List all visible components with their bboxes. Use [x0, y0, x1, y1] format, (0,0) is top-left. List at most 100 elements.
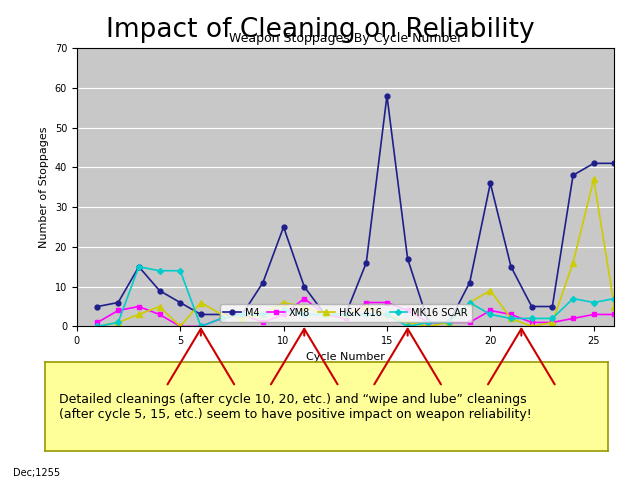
- MK16 SCAR: [321, 312, 329, 317]
- XM8: [548, 320, 556, 325]
- MK16 SCAR: [548, 315, 556, 321]
- MK16 SCAR: [197, 324, 205, 329]
- X-axis label: Cycle Number: Cycle Number: [306, 352, 385, 361]
- H&K 416: [177, 324, 184, 329]
- M4: [342, 312, 349, 317]
- H&K 416: [528, 324, 536, 329]
- M4: [321, 312, 329, 317]
- H&K 416: [590, 176, 598, 182]
- MK16 SCAR: [342, 312, 349, 317]
- M4: [383, 93, 391, 98]
- H&K 416: [238, 315, 246, 321]
- Line: MK16 SCAR: MK16 SCAR: [95, 264, 616, 328]
- M4: [280, 224, 287, 230]
- Text: Dec;1255: Dec;1255: [13, 468, 60, 478]
- M4: [177, 300, 184, 305]
- M4: [528, 304, 536, 310]
- H&K 416: [135, 312, 143, 317]
- Line: H&K 416: H&K 416: [95, 177, 617, 329]
- M4: [569, 172, 577, 178]
- MK16 SCAR: [569, 296, 577, 301]
- Text: Impact of Cleaning on Reliability: Impact of Cleaning on Reliability: [106, 17, 534, 43]
- Text: Detailed cleanings (after cycle 10, 20, etc.) and “wipe and lube” cleanings
(aft: Detailed cleanings (after cycle 10, 20, …: [59, 393, 532, 421]
- M4: [300, 284, 308, 289]
- M4: [548, 304, 556, 310]
- M4: [238, 312, 246, 317]
- H&K 416: [93, 324, 101, 329]
- MK16 SCAR: [93, 324, 101, 329]
- M4: [590, 160, 598, 166]
- M4: [466, 280, 474, 286]
- M4: [259, 280, 267, 286]
- H&K 416: [424, 324, 432, 329]
- Y-axis label: Number of Stoppages: Number of Stoppages: [39, 126, 49, 248]
- H&K 416: [300, 304, 308, 310]
- XM8: [528, 320, 536, 325]
- H&K 416: [548, 320, 556, 325]
- H&K 416: [404, 320, 412, 325]
- H&K 416: [466, 300, 474, 305]
- M4: [156, 288, 163, 293]
- MK16 SCAR: [507, 315, 515, 321]
- XM8: [507, 312, 515, 317]
- XM8: [93, 320, 101, 325]
- XM8: [383, 300, 391, 305]
- XM8: [590, 312, 598, 317]
- XM8: [611, 312, 618, 317]
- XM8: [177, 324, 184, 329]
- XM8: [218, 315, 225, 321]
- MK16 SCAR: [135, 264, 143, 270]
- XM8: [362, 300, 370, 305]
- XM8: [115, 308, 122, 313]
- XM8: [445, 320, 453, 325]
- XM8: [486, 308, 494, 313]
- H&K 416: [342, 312, 349, 317]
- M4: [135, 264, 143, 270]
- XM8: [424, 320, 432, 325]
- MK16 SCAR: [466, 300, 474, 305]
- MK16 SCAR: [280, 308, 287, 313]
- MK16 SCAR: [424, 320, 432, 325]
- H&K 416: [218, 312, 225, 317]
- XM8: [197, 324, 205, 329]
- M4: [115, 300, 122, 305]
- MK16 SCAR: [218, 315, 225, 321]
- XM8: [135, 304, 143, 310]
- M4: [404, 256, 412, 262]
- MK16 SCAR: [156, 268, 163, 274]
- MK16 SCAR: [590, 300, 598, 305]
- XM8: [259, 320, 267, 325]
- M4: [362, 260, 370, 265]
- XM8: [342, 315, 349, 321]
- H&K 416: [383, 312, 391, 317]
- XM8: [569, 315, 577, 321]
- XM8: [156, 312, 163, 317]
- M4: [611, 160, 618, 166]
- H&K 416: [445, 320, 453, 325]
- M4: [445, 320, 453, 325]
- H&K 416: [156, 304, 163, 310]
- MK16 SCAR: [528, 315, 536, 321]
- XM8: [321, 312, 329, 317]
- H&K 416: [115, 320, 122, 325]
- M4: [424, 320, 432, 325]
- XM8: [238, 312, 246, 317]
- M4: [507, 264, 515, 270]
- M4: [218, 312, 225, 317]
- H&K 416: [486, 288, 494, 293]
- XM8: [466, 320, 474, 325]
- MK16 SCAR: [486, 312, 494, 317]
- MK16 SCAR: [445, 320, 453, 325]
- H&K 416: [569, 260, 577, 265]
- XM8: [300, 296, 308, 301]
- MK16 SCAR: [362, 312, 370, 317]
- H&K 416: [507, 315, 515, 321]
- MK16 SCAR: [238, 312, 246, 317]
- MK16 SCAR: [404, 324, 412, 329]
- H&K 416: [611, 304, 618, 310]
- MK16 SCAR: [611, 296, 618, 301]
- H&K 416: [197, 300, 205, 305]
- XM8: [404, 308, 412, 313]
- H&K 416: [259, 312, 267, 317]
- M4: [197, 312, 205, 317]
